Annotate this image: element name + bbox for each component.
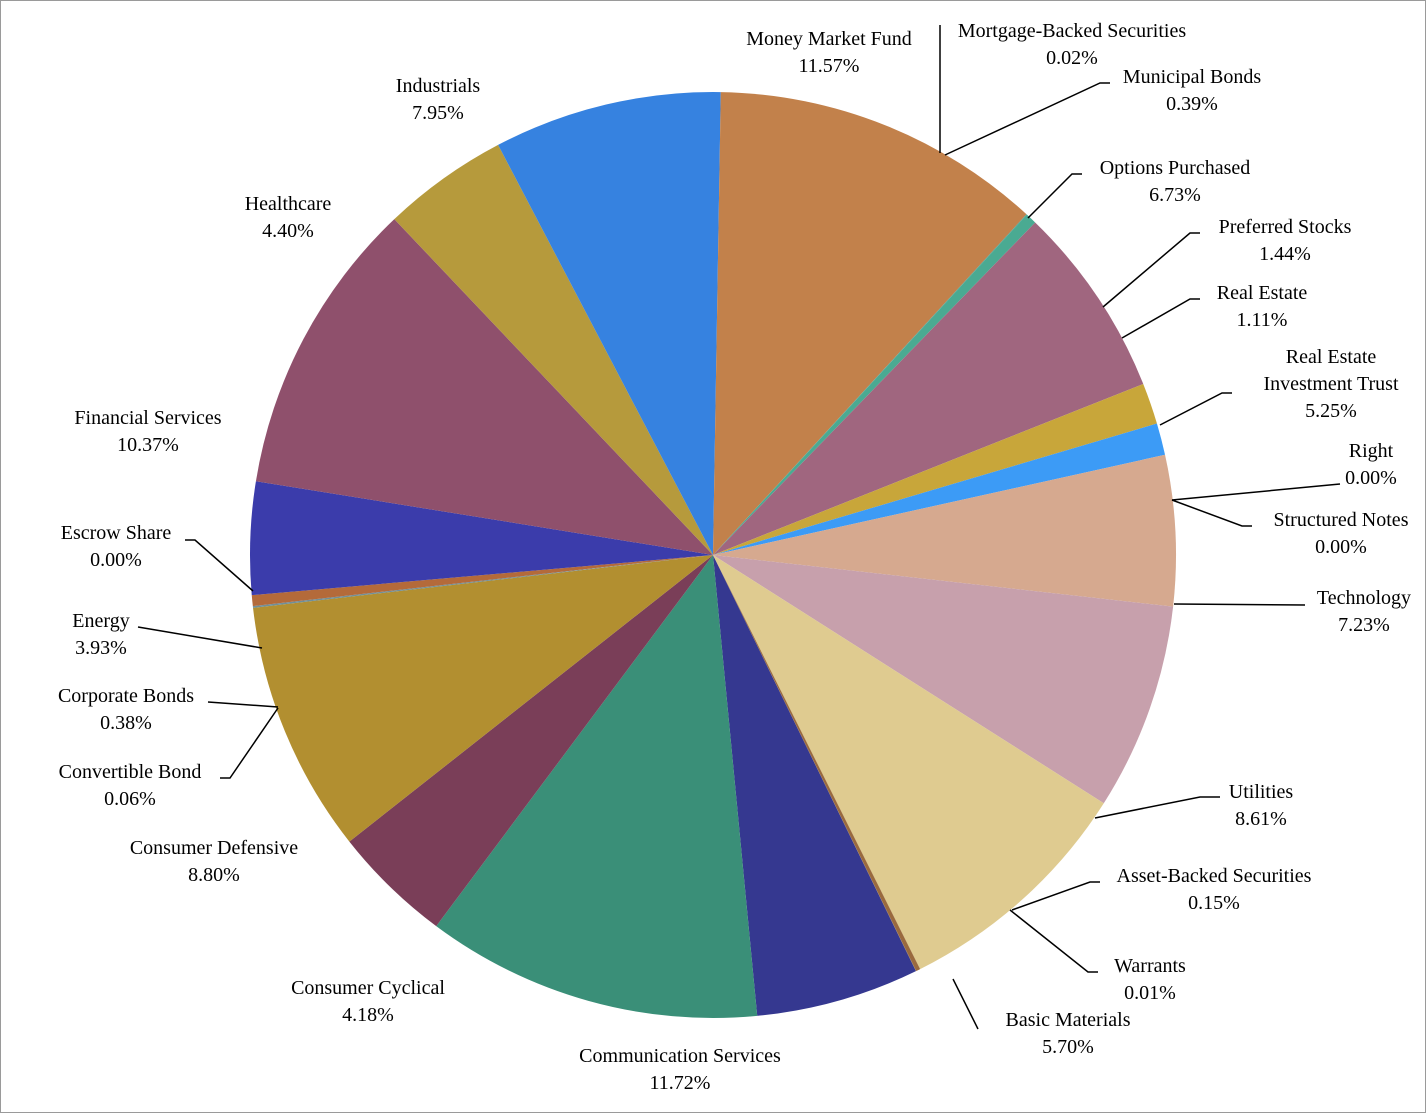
leader-line-real-estate-investment-trust <box>1159 392 1232 426</box>
label-industrials: Industrials 7.95% <box>396 75 481 124</box>
slice-energy <box>249 481 713 596</box>
leader-line-corporate-bonds <box>207 701 279 708</box>
leader-line-asset-backed-securities <box>1011 881 1100 911</box>
slice-corporate-bonds <box>251 555 714 607</box>
label-preferred-stocks: Preferred Stocks 1.44% <box>1219 216 1352 265</box>
slice-options-purchased <box>713 222 1144 555</box>
leader-line-warrants <box>1009 909 1098 973</box>
label-money-market-fund: Money Market Fund 11.57% <box>746 28 912 77</box>
slice-real-estate-investment-trust <box>713 454 1176 607</box>
pie-slices <box>249 92 1176 1018</box>
leader-line-energy <box>137 626 263 649</box>
slice-municipal-bonds <box>713 214 1036 556</box>
slice-mortgage-backed-securities <box>713 214 1027 555</box>
label-communication-services: Communication Services 11.72% <box>579 1045 781 1094</box>
label-real-estate: Real Estate 1.11% <box>1217 282 1308 331</box>
leader-line-technology <box>1173 603 1306 606</box>
leader-line-real-estate <box>1121 298 1200 339</box>
label-asset-backed-securities: Asset-Backed Securities 0.15% <box>1117 865 1312 914</box>
leader-line-escrow-share <box>185 539 254 592</box>
slice-healthcare <box>394 144 713 555</box>
label-corporate-bonds: Corporate Bonds 0.38% <box>58 685 194 734</box>
label-energy: Energy 3.93% <box>72 610 129 659</box>
label-right: Right 0.00% <box>1345 440 1397 489</box>
slice-convertible-bond <box>252 555 713 608</box>
leader-line-structured-notes <box>1171 499 1252 527</box>
slice-communication-services <box>436 555 758 1018</box>
slice-financial-services <box>255 219 714 555</box>
leader-line-convertible-bond <box>220 707 279 779</box>
slice-labels: Basic Materials 5.70% Communication Servic… <box>58 20 1411 1094</box>
slice-utilities <box>713 555 1104 970</box>
label-healthcare: Healthcare 4.40% <box>245 193 332 242</box>
slice-asset-backed-securities <box>713 555 921 972</box>
label-municipal-bonds: Municipal Bonds 0.39% <box>1123 66 1262 115</box>
leader-line-right <box>1171 483 1341 501</box>
label-convertible-bond: Convertible Bond 0.06% <box>59 761 202 810</box>
slice-consumer-defensive <box>253 555 713 842</box>
slice-real-estate <box>713 423 1166 555</box>
slice-money-market-fund <box>713 92 1027 555</box>
slice-preferred-stocks <box>713 383 1157 555</box>
leader-line-basic-materials <box>952 978 979 1030</box>
label-financial-services: Financial Services 10.37% <box>74 407 221 456</box>
slice-technology <box>713 555 1174 804</box>
label-mortgage-backed-securities: Mortgage-Backed Securities 0.02% <box>958 20 1186 69</box>
label-structured-notes: Structured Notes 0.00% <box>1274 509 1409 558</box>
slice-industrials <box>498 92 721 556</box>
label-technology: Technology 7.23% <box>1317 587 1411 636</box>
label-consumer-cyclical: Consumer Cyclical 4.18% <box>291 977 445 1026</box>
slice-warrants <box>713 555 917 972</box>
label-real-estate-investment-trust: Real Estate Investment Trust 5.25% <box>1263 346 1398 422</box>
label-options-purchased: Options Purchased 6.73% <box>1100 157 1251 206</box>
slice-basic-materials <box>713 555 916 1016</box>
label-basic-materials: Basic Materials 5.70% <box>1006 1009 1131 1058</box>
leader-lines <box>137 25 1341 1030</box>
slice-consumer-cyclical <box>349 555 713 927</box>
leader-line-options-purchased <box>1027 173 1082 219</box>
label-escrow-share: Escrow Share 0.00% <box>61 522 172 571</box>
leader-line-municipal-bonds <box>944 82 1110 156</box>
leader-line-preferred-stocks <box>1102 232 1200 308</box>
label-warrants: Warrants 0.01% <box>1114 955 1186 1004</box>
label-consumer-defensive: Consumer Defensive 8.80% <box>130 837 298 886</box>
label-utilities: Utilities 8.61% <box>1229 781 1294 830</box>
leader-line-utilities <box>1094 796 1220 819</box>
